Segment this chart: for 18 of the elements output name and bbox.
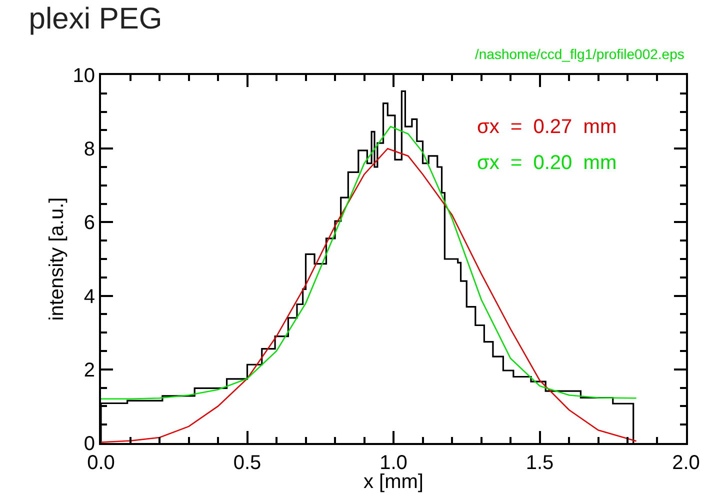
text: /nashome/ccd_flg1/profile002.eps xyxy=(475,46,684,62)
chart-title: plexi PEG xyxy=(28,2,162,36)
x-axis-title: x [mm] xyxy=(364,471,424,493)
x-tick-label: 1.0 xyxy=(380,452,408,474)
y-tick-label: 2 xyxy=(84,359,95,382)
y-tick-label: 8 xyxy=(84,138,95,161)
y-axis-title: intensity [a.u.] xyxy=(46,197,68,321)
line-series xyxy=(101,148,637,443)
y-tick-label: 6 xyxy=(84,212,95,234)
text: σx = 0.20 mm xyxy=(477,152,617,174)
x-tick-label: 0.5 xyxy=(233,452,262,474)
x-tick-label: 2.0 xyxy=(672,452,700,474)
y-tick-label: 4 xyxy=(84,286,95,308)
x-tick-label: 1.5 xyxy=(526,452,554,474)
y-tick-label: 10 xyxy=(72,65,95,87)
text: σx = 0.27 mm xyxy=(477,116,617,138)
y-tick-label: 0 xyxy=(84,433,95,455)
x-tick-label: 0.0 xyxy=(87,452,115,474)
